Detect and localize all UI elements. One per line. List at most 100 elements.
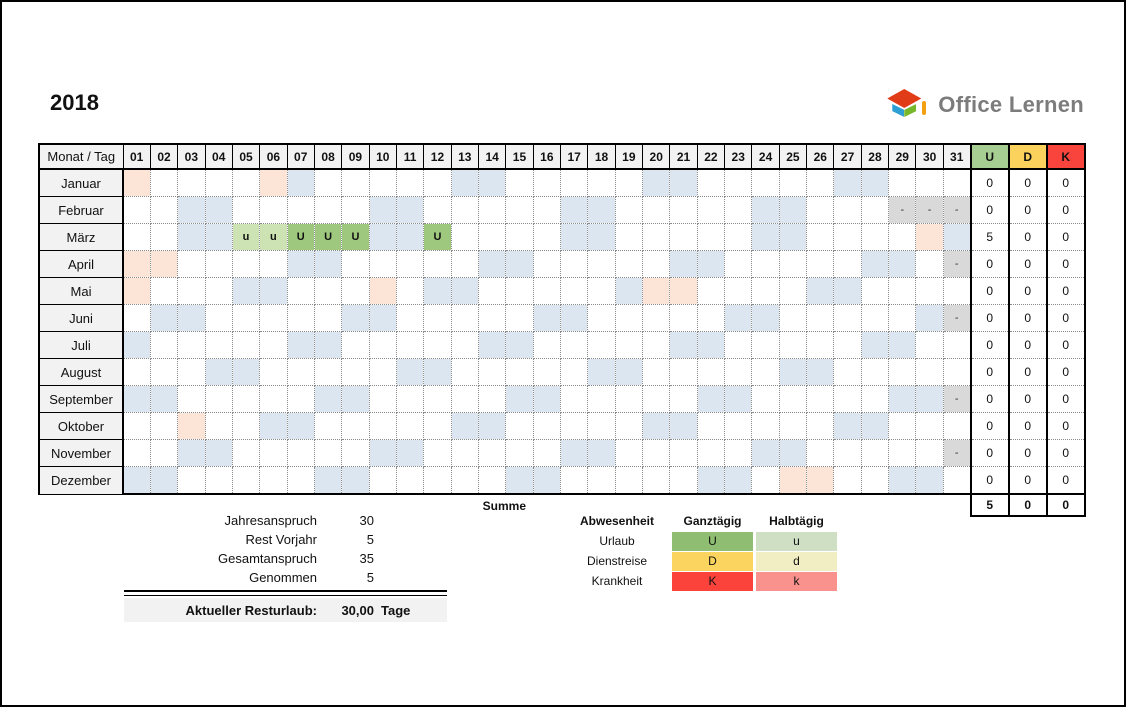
day-cell[interactable]	[533, 385, 562, 413]
day-cell[interactable]	[861, 196, 890, 224]
day-cell[interactable]	[259, 277, 288, 305]
day-cell[interactable]	[861, 223, 890, 251]
day-cell[interactable]	[369, 277, 397, 305]
day-cell[interactable]	[205, 466, 233, 495]
day-cell[interactable]	[232, 250, 261, 278]
day-cell[interactable]	[232, 331, 261, 359]
day-cell[interactable]	[697, 223, 726, 251]
day-cell[interactable]	[724, 196, 753, 224]
day-cell[interactable]	[669, 331, 698, 359]
day-header-19[interactable]: 19	[614, 143, 644, 170]
day-cell[interactable]	[205, 385, 233, 413]
day-cell[interactable]	[697, 277, 726, 305]
day-header-17[interactable]: 17	[559, 143, 589, 170]
month-label-september[interactable]: September	[38, 385, 124, 413]
month-label-november[interactable]: November	[38, 439, 124, 467]
day-cell[interactable]	[150, 385, 179, 413]
month-label-april[interactable]: April	[38, 250, 124, 278]
day-cell[interactable]	[806, 196, 835, 224]
day-cell[interactable]	[724, 304, 753, 332]
month-label-juni[interactable]: Juni	[38, 304, 124, 332]
day-cell[interactable]	[177, 385, 206, 413]
day-cell[interactable]	[642, 439, 671, 467]
day-cell[interactable]	[724, 223, 753, 251]
day-cell[interactable]	[587, 412, 616, 440]
day-cell[interactable]	[587, 358, 616, 386]
day-cell[interactable]	[369, 466, 397, 495]
day-cell[interactable]	[806, 169, 835, 197]
day-cell[interactable]	[259, 196, 288, 224]
day-cell[interactable]	[724, 277, 753, 305]
day-cell[interactable]	[205, 304, 233, 332]
day-cell[interactable]	[615, 250, 644, 278]
day-cell[interactable]	[833, 304, 862, 332]
day-cell[interactable]	[205, 196, 233, 224]
day-cell[interactable]	[150, 304, 179, 332]
day-cell[interactable]	[505, 169, 534, 197]
day-cell[interactable]	[806, 277, 835, 305]
day-cell[interactable]	[369, 250, 397, 278]
day-cell[interactable]	[205, 277, 233, 305]
day-cell[interactable]	[560, 331, 589, 359]
day-cell[interactable]	[669, 358, 698, 386]
day-cell[interactable]	[123, 412, 151, 440]
day-cell[interactable]	[423, 439, 452, 467]
day-cell[interactable]	[943, 277, 972, 305]
day-cell[interactable]	[587, 277, 616, 305]
day-cell[interactable]	[943, 466, 972, 495]
day-cell[interactable]	[177, 439, 206, 467]
day-cell[interactable]	[423, 466, 452, 495]
day-cell[interactable]	[833, 223, 862, 251]
day-cell[interactable]	[587, 196, 616, 224]
day-cell[interactable]	[287, 277, 315, 305]
stat-value[interactable]: 35	[359, 551, 374, 566]
day-cell[interactable]	[369, 439, 397, 467]
day-header-13[interactable]: 13	[450, 143, 479, 170]
day-cell[interactable]	[369, 412, 397, 440]
day-cell[interactable]	[177, 412, 206, 440]
day-cell[interactable]	[287, 331, 315, 359]
day-cell[interactable]	[232, 196, 261, 224]
day-cell[interactable]	[287, 412, 315, 440]
day-cell[interactable]	[697, 466, 726, 495]
day-cell[interactable]	[724, 331, 753, 359]
day-cell[interactable]	[751, 412, 780, 440]
day-cell[interactable]	[423, 304, 452, 332]
day-cell[interactable]	[533, 358, 562, 386]
day-cell[interactable]	[123, 196, 151, 224]
day-cell[interactable]	[451, 169, 479, 197]
day-cell[interactable]	[396, 466, 425, 495]
day-cell[interactable]	[451, 412, 479, 440]
day-cell[interactable]	[751, 304, 780, 332]
day-cell[interactable]	[642, 304, 671, 332]
day-cell[interactable]	[150, 439, 179, 467]
day-cell[interactable]	[915, 466, 944, 495]
day-cell[interactable]: -	[943, 439, 972, 467]
day-cell[interactable]	[150, 169, 179, 197]
day-cell[interactable]	[478, 196, 507, 224]
day-cell[interactable]	[123, 439, 151, 467]
day-header-21[interactable]: 21	[669, 143, 698, 170]
day-cell[interactable]	[861, 412, 890, 440]
day-cell[interactable]	[943, 223, 972, 251]
day-cell[interactable]	[861, 331, 890, 359]
day-cell[interactable]	[396, 250, 425, 278]
day-header-31[interactable]: 31	[942, 143, 972, 170]
day-cell[interactable]	[560, 277, 589, 305]
month-u-count[interactable]: 0	[969, 358, 1010, 386]
month-u-count[interactable]: 0	[969, 331, 1010, 359]
day-cell[interactable]	[724, 169, 753, 197]
day-cell[interactable]	[478, 223, 507, 251]
day-cell[interactable]	[560, 439, 589, 467]
day-cell[interactable]	[587, 331, 616, 359]
day-header-26[interactable]: 26	[806, 143, 835, 170]
day-cell[interactable]	[587, 385, 616, 413]
day-cell[interactable]	[751, 466, 780, 495]
day-cell[interactable]: -	[943, 385, 972, 413]
day-cell[interactable]	[669, 277, 698, 305]
month-u-count[interactable]: 0	[969, 196, 1010, 224]
day-cell[interactable]	[888, 277, 917, 305]
day-cell[interactable]: u	[259, 223, 288, 251]
day-cell[interactable]	[177, 358, 206, 386]
day-cell[interactable]	[423, 250, 452, 278]
